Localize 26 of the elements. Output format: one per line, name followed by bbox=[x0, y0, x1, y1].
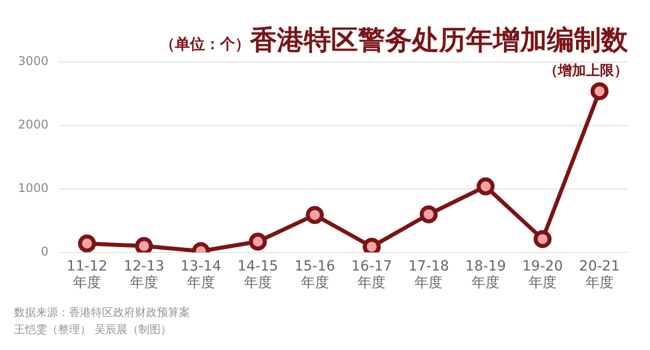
point bbox=[476, 177, 495, 196]
source-note: 数据来源：香港特区政府财政预算案 bbox=[14, 305, 190, 321]
x-tick-label: 17-18 年度 bbox=[408, 258, 450, 292]
x-tick-label: 19-20 年度 bbox=[522, 258, 563, 292]
point bbox=[248, 232, 267, 251]
x-tick-label: 15-16 年度 bbox=[294, 258, 336, 292]
x-tick-label: 18-19 年度 bbox=[465, 258, 506, 292]
x-tick-label: 12-13 年度 bbox=[124, 258, 164, 292]
point bbox=[78, 234, 96, 252]
y-axis-title: （单位：个） bbox=[160, 35, 250, 53]
x-tick-label: 16-17 年度 bbox=[351, 258, 392, 292]
x-tick-label: 20-21 年度 bbox=[579, 258, 620, 292]
point bbox=[590, 82, 609, 100]
point bbox=[306, 206, 324, 224]
point bbox=[420, 205, 438, 224]
text: 王恺雯（整理） 吴辰晨（制图） bbox=[14, 322, 172, 338]
chart-title: 香港特区警务处历年增加编制数 bbox=[250, 25, 628, 56]
annotation: （增加上限） bbox=[544, 62, 628, 80]
x-tick-label: 14-15 年度 bbox=[238, 258, 278, 292]
y-tick-label: 0 bbox=[40, 244, 49, 259]
y-tick-label: 2000 bbox=[18, 118, 49, 132]
y-tick-label: 3000 bbox=[18, 54, 49, 68]
x-tick-label: 11-12 年度 bbox=[66, 258, 108, 292]
x-tick-label: 13-14 年度 bbox=[180, 258, 222, 292]
point bbox=[534, 230, 552, 248]
y-tick-label: 1000 bbox=[18, 181, 49, 196]
